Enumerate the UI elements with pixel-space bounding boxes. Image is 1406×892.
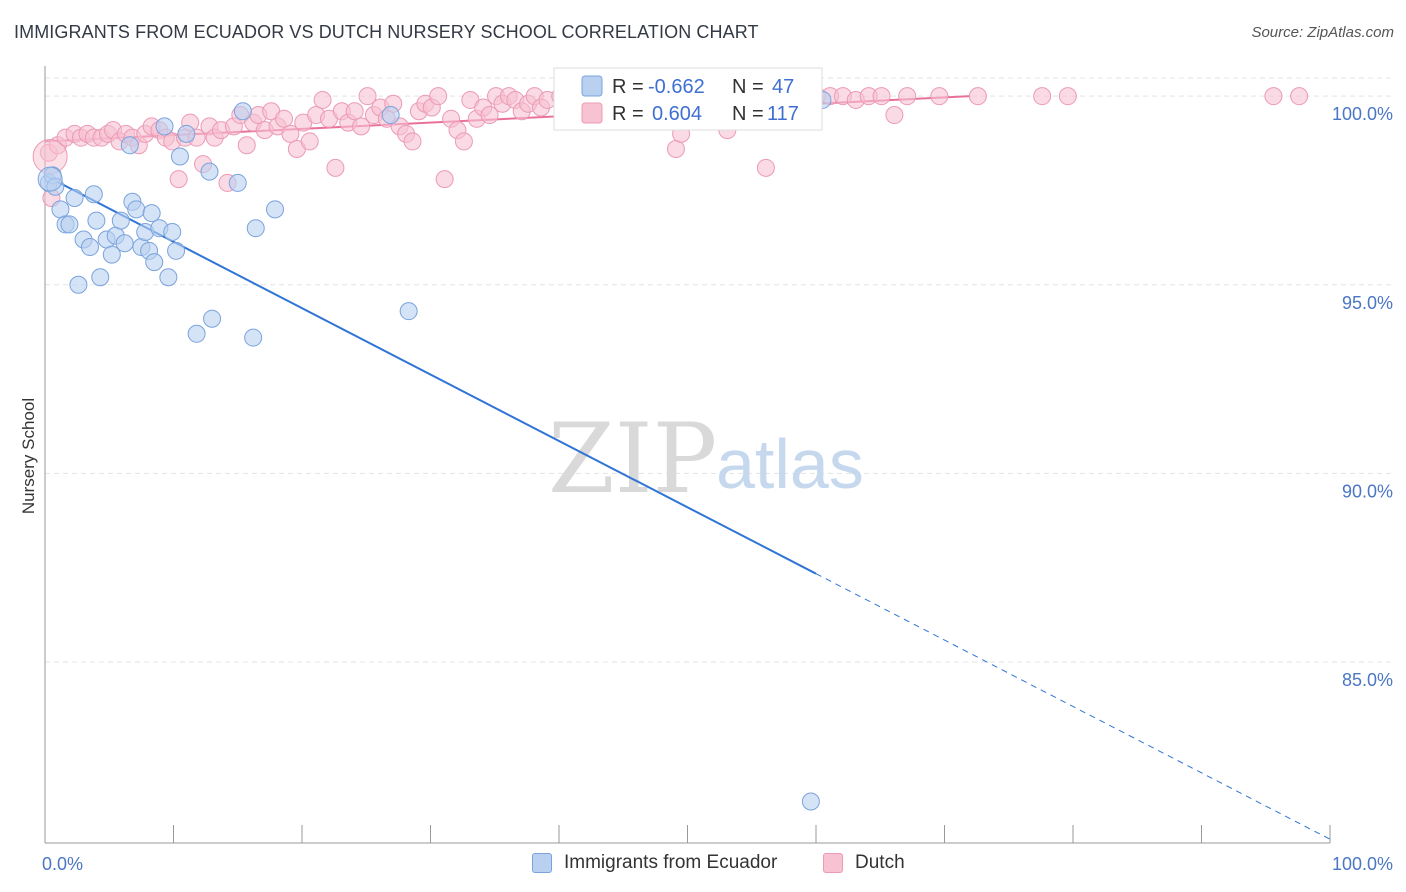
data-point [51, 200, 70, 219]
data-point [435, 170, 454, 189]
grid [45, 77, 1392, 663]
legend-swatch-ecuador [532, 853, 552, 873]
data-point [898, 87, 917, 106]
data-point [111, 211, 130, 230]
trend-line-dashed [815, 573, 1331, 840]
legend-item-ecuador: Immigrants from Ecuador [532, 852, 777, 874]
data-point [120, 136, 139, 155]
y-axis-label: Nursery School [19, 398, 38, 514]
trend-line-ecuador [44, 174, 1331, 840]
data-point [454, 132, 473, 151]
legend-n-label: N = [732, 103, 764, 125]
data-point [170, 147, 189, 166]
legend-n-label: N = [732, 76, 764, 98]
y-tick-label: 90.0% [1342, 481, 1393, 501]
data-point [142, 204, 161, 223]
data-point [480, 106, 499, 125]
data-point [91, 268, 110, 287]
data-point [345, 102, 364, 121]
data-point [237, 136, 256, 155]
data-point [200, 162, 219, 181]
data-point [155, 117, 174, 136]
data-point [145, 253, 164, 272]
legend-n-value: 47 [772, 76, 794, 98]
data-point [159, 268, 178, 287]
y-tick-label: 85.0% [1342, 670, 1393, 690]
data-point [87, 211, 106, 230]
legend-item-dutch: Dutch [823, 852, 905, 874]
data-point [177, 124, 196, 143]
data-point [1264, 87, 1283, 106]
x-tick-label: 100.0% [1332, 854, 1393, 874]
points-ecuador [37, 90, 832, 811]
x-tick-label: 0.0% [42, 854, 83, 874]
legend-r-value: 0.604 [652, 103, 702, 125]
legend-label-ecuador: Immigrants from Ecuador [564, 852, 778, 873]
data-point [885, 106, 904, 125]
data-point [167, 241, 186, 260]
data-point [246, 219, 265, 238]
legend-n-value: 117 [767, 103, 799, 125]
data-point [801, 792, 820, 811]
legend-r-value: -0.662 [648, 76, 705, 98]
y-tick-label: 95.0% [1342, 293, 1393, 313]
legend-r-label: R = [612, 76, 644, 98]
chart-title: IMMIGRANTS FROM ECUADOR VS DUTCH NURSERY… [14, 22, 759, 42]
x-tick-labels: 0.0% 100.0% [42, 854, 1393, 874]
data-point [352, 117, 371, 136]
y-tick-label: 100.0% [1332, 104, 1393, 124]
data-point [1290, 87, 1309, 106]
legend-label-dutch: Dutch [855, 852, 905, 873]
data-point [102, 245, 121, 264]
data-point [300, 132, 319, 151]
bottom-legend: Immigrants from Ecuador Dutch [0, 852, 1406, 878]
data-point [65, 189, 84, 208]
data-point [358, 87, 377, 106]
data-point [244, 328, 263, 347]
data-point [187, 324, 206, 343]
data-point [429, 87, 448, 106]
data-point [233, 102, 252, 121]
watermark-atlas: atlas [716, 425, 864, 503]
data-point [69, 275, 88, 294]
data-point [1058, 87, 1077, 106]
y-tick-labels: 85.0% 90.0% 95.0% 100.0% [1332, 104, 1393, 690]
data-point [60, 215, 79, 234]
trend-line-solid [44, 174, 817, 575]
data-point [381, 106, 400, 125]
legend-r-label: R = [612, 103, 644, 125]
data-point [1033, 87, 1052, 106]
data-point [228, 173, 247, 192]
data-point [399, 302, 418, 321]
data-point [313, 90, 332, 109]
data-point [281, 124, 300, 143]
legend-swatch-dutch [823, 853, 843, 873]
data-point [666, 139, 685, 158]
watermark: ZIP atlas [548, 403, 864, 515]
legend: R = -0.662 N = 47 R = 0.604 N = 117 [553, 67, 823, 131]
data-point [84, 185, 103, 204]
data-point [163, 222, 182, 241]
watermark-zip: ZIP [548, 403, 717, 515]
data-point [37, 166, 63, 192]
data-point [930, 87, 949, 106]
data-point [403, 132, 422, 151]
data-point [127, 200, 146, 219]
data-point [115, 234, 134, 253]
data-point [275, 109, 294, 128]
data-point [326, 158, 345, 177]
data-point [266, 200, 285, 219]
data-point [80, 238, 99, 257]
legend-swatch-dutch [581, 102, 603, 124]
legend-swatch-ecuador [581, 75, 603, 97]
data-point [756, 158, 775, 177]
data-point [872, 87, 891, 106]
data-point [169, 170, 188, 189]
source-label: Source: ZipAtlas.com [1251, 24, 1394, 41]
data-point [203, 309, 222, 328]
data-point [968, 87, 987, 106]
